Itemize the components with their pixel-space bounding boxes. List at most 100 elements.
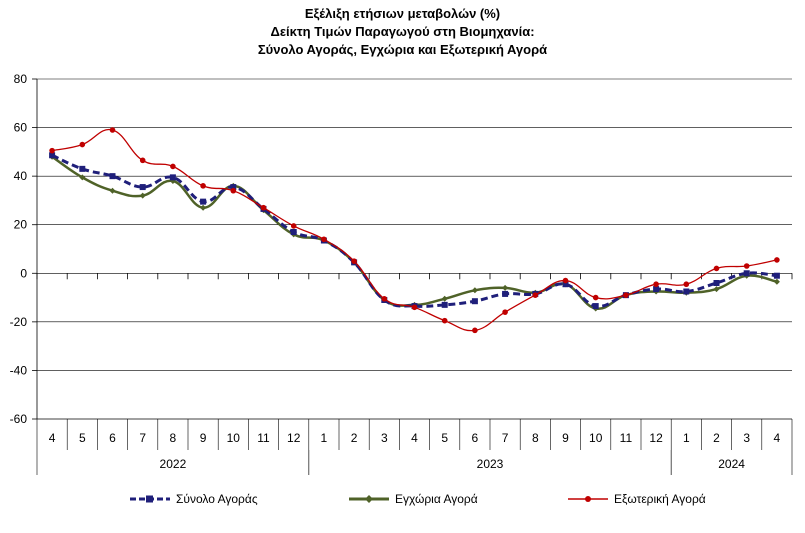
- data-point-domestic-market: [79, 174, 86, 181]
- x-tick-label: 4: [49, 431, 56, 445]
- data-point-foreign-market: [109, 127, 116, 133]
- legend-label-domestic-market: Εγχώρια Αγορά: [395, 492, 478, 506]
- data-point-foreign-market: [623, 292, 629, 298]
- data-point-total-market: [49, 152, 56, 159]
- data-point-domestic-market: [441, 295, 448, 302]
- x-tick-label: 9: [200, 431, 207, 445]
- data-point-foreign-market: [411, 304, 418, 311]
- legend-swatch-foreign-market: [568, 496, 608, 502]
- y-tick-label: -20: [10, 315, 28, 329]
- x-tick-label: 2: [351, 431, 358, 445]
- x-tick-label: 2: [713, 431, 720, 445]
- data-point-foreign-market: [774, 257, 780, 263]
- y-tick-label: 60: [14, 121, 28, 135]
- legend-item-domestic-market: Εγχώρια Αγορά: [347, 492, 478, 506]
- y-tick-label: 20: [14, 218, 28, 232]
- legend-item-foreign-market: Εξωτερική Αγορά: [566, 492, 706, 506]
- data-point-foreign-market: [743, 263, 750, 269]
- x-tick-label: 4: [774, 431, 781, 445]
- data-point-total-market: [502, 290, 509, 297]
- legend-swatch-domestic-market: [349, 495, 389, 503]
- data-point-foreign-market: [290, 223, 297, 229]
- chart-title-line-2: Δείκτη Τιμών Παραγωγού στη Βιομηχανία:: [270, 24, 535, 39]
- data-point-foreign-market: [562, 277, 569, 284]
- y-tick-label: 0: [20, 266, 27, 280]
- year-label: 2022: [160, 457, 187, 471]
- data-point-total-market: [169, 174, 176, 181]
- data-point-total-market: [290, 229, 297, 235]
- data-point-total-market: [471, 298, 478, 305]
- series-line-foreign-market: [51, 128, 778, 332]
- y-tick-label: 80: [14, 72, 28, 86]
- data-point-foreign-market: [170, 163, 176, 170]
- x-tick-label: 5: [441, 431, 448, 445]
- data-point-foreign-market: [713, 265, 720, 272]
- x-tick-label: 11: [257, 431, 270, 445]
- x-tick-label: 8: [170, 431, 177, 445]
- x-tick-label: 9: [562, 431, 569, 445]
- data-point-foreign-market: [683, 281, 690, 288]
- x-tick-label: 6: [109, 431, 116, 445]
- data-point-foreign-market: [200, 183, 206, 189]
- y-tick-label: -40: [10, 363, 28, 377]
- data-point-total-market: [683, 288, 690, 295]
- data-point-total-market: [139, 184, 146, 191]
- chart-title-line-1: Εξέλιξη ετήσιων μεταβολών (%): [304, 6, 501, 21]
- data-point-foreign-market: [653, 281, 659, 288]
- x-tick-label: 1: [683, 431, 690, 445]
- x-tick-label: 10: [227, 431, 241, 445]
- data-point-total-market: [713, 280, 720, 286]
- data-point-domestic-market: [773, 278, 780, 285]
- chart-title: Εξέλιξη ετήσιων μεταβολών (%) Δείκτη Τιμ…: [0, 5, 805, 59]
- data-point-foreign-market: [139, 157, 146, 164]
- y-tick-label: -60: [10, 412, 28, 426]
- data-point-domestic-market: [713, 286, 720, 293]
- x-tick-label: 6: [472, 431, 479, 445]
- legend-label-total-market: Σύνολο Αγοράς: [176, 492, 258, 506]
- data-point-foreign-market: [381, 295, 388, 302]
- legend-item-total-market: Σύνολο Αγοράς: [128, 492, 258, 506]
- data-point-foreign-market: [260, 204, 267, 211]
- data-point-foreign-market: [79, 141, 86, 148]
- data-point-foreign-market: [592, 294, 599, 301]
- x-tick-label: 5: [79, 431, 86, 445]
- data-point-foreign-market: [502, 309, 508, 315]
- year-label: 2023: [477, 457, 504, 471]
- data-point-foreign-market: [532, 292, 539, 298]
- x-tick-label: 12: [287, 431, 301, 445]
- data-point-domestic-market: [502, 284, 509, 291]
- data-point-total-market: [592, 303, 599, 310]
- legend-swatch-total-market: [130, 495, 170, 503]
- data-point-foreign-market: [49, 147, 55, 154]
- data-point-foreign-market: [351, 258, 357, 264]
- x-tick-label: 11: [620, 431, 633, 445]
- data-point-foreign-market: [472, 327, 478, 334]
- data-point-total-market: [109, 173, 116, 180]
- x-tick-label: 12: [649, 431, 663, 445]
- x-tick-label: 7: [502, 431, 509, 445]
- x-tick-label: 7: [139, 431, 146, 445]
- x-tick-label: 3: [743, 431, 750, 445]
- data-point-total-market: [653, 286, 660, 293]
- data-point-foreign-market: [321, 236, 327, 243]
- data-point-domestic-market: [109, 187, 116, 194]
- chart-legend: Σύνολο Αγοράς Εγχώρια Αγορά Εξωτερική Αγ…: [0, 492, 805, 512]
- data-point-total-market: [441, 301, 448, 308]
- x-tick-label: 10: [589, 431, 603, 445]
- data-point-total-market: [562, 281, 569, 288]
- data-point-domestic-market: [471, 287, 478, 294]
- data-point-total-market: [200, 198, 207, 205]
- data-point-total-market: [773, 272, 780, 279]
- data-point-domestic-market: [200, 204, 207, 211]
- x-tick-label: 1: [321, 431, 328, 445]
- data-point-total-market: [79, 165, 86, 172]
- data-point-domestic-market: [139, 192, 146, 199]
- data-point-total-market: [743, 270, 750, 277]
- x-tick-label: 4: [411, 431, 418, 445]
- chart-title-line-3: Σύνολο Αγοράς, Εγχώρια και Εξωτερική Αγο…: [257, 42, 548, 57]
- legend-label-foreign-market: Εξωτερική Αγορά: [614, 492, 706, 506]
- x-tick-label: 8: [532, 431, 539, 445]
- year-label: 2024: [718, 457, 745, 471]
- data-point-total-market: [230, 184, 237, 191]
